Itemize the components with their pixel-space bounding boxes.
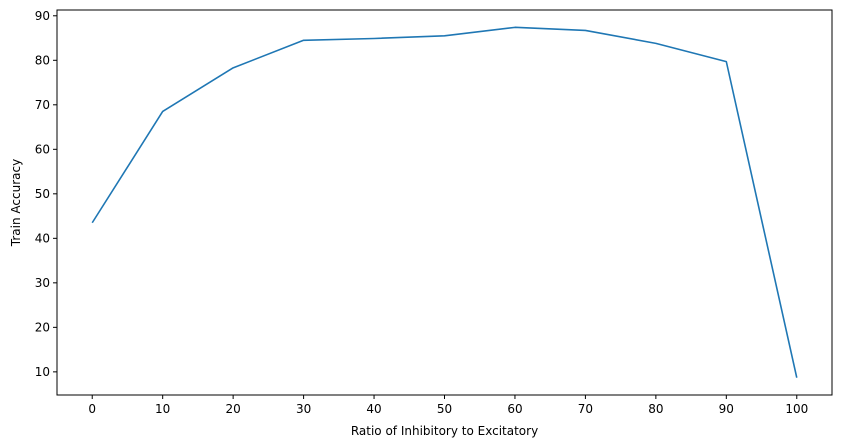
y-tick-label: 70 — [35, 98, 50, 112]
series-group — [91, 26, 798, 378]
x-axis-label: Ratio of Inhibitory to Excitatory — [351, 424, 538, 438]
y-tick-label: 30 — [35, 276, 50, 290]
x-tick-label: 10 — [155, 402, 170, 416]
x-tick-label: 100 — [785, 402, 808, 416]
x-tick-label: 20 — [225, 402, 240, 416]
y-tick-label: 60 — [35, 142, 50, 156]
x-axis-ticks: 0 10 20 30 40 50 60 70 80 90 100 — [88, 395, 808, 416]
y-tick-label: 80 — [35, 53, 50, 67]
y-tick-label: 10 — [35, 365, 50, 379]
y-axis-ticks: 10 20 30 40 50 60 70 80 90 — [35, 9, 57, 379]
y-axis-label: Train Accuracy — [9, 159, 23, 247]
y-tick-label: 40 — [35, 231, 50, 245]
y-tick-label: 90 — [35, 9, 50, 23]
plot-area — [57, 10, 832, 395]
x-tick-label: 30 — [296, 402, 311, 416]
series-line — [91, 26, 798, 378]
x-tick-label: 60 — [507, 402, 522, 416]
x-tick-label: 50 — [437, 402, 452, 416]
x-tick-label: 0 — [88, 402, 96, 416]
y-tick-label: 50 — [35, 187, 50, 201]
x-tick-label: 80 — [648, 402, 663, 416]
x-tick-label: 40 — [366, 402, 381, 416]
x-tick-label: 70 — [578, 402, 593, 416]
x-tick-label: 90 — [719, 402, 734, 416]
plot-frame — [56, 9, 833, 396]
y-tick-label: 20 — [35, 320, 50, 334]
